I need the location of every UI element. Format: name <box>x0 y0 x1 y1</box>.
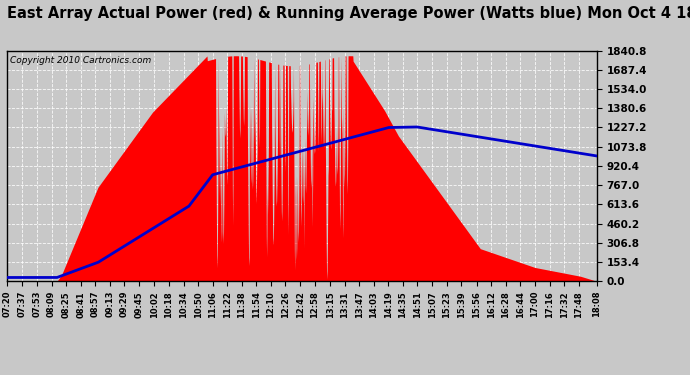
Text: Copyright 2010 Cartronics.com: Copyright 2010 Cartronics.com <box>10 56 151 65</box>
Text: East Array Actual Power (red) & Running Average Power (Watts blue) Mon Oct 4 18:: East Array Actual Power (red) & Running … <box>7 6 690 21</box>
